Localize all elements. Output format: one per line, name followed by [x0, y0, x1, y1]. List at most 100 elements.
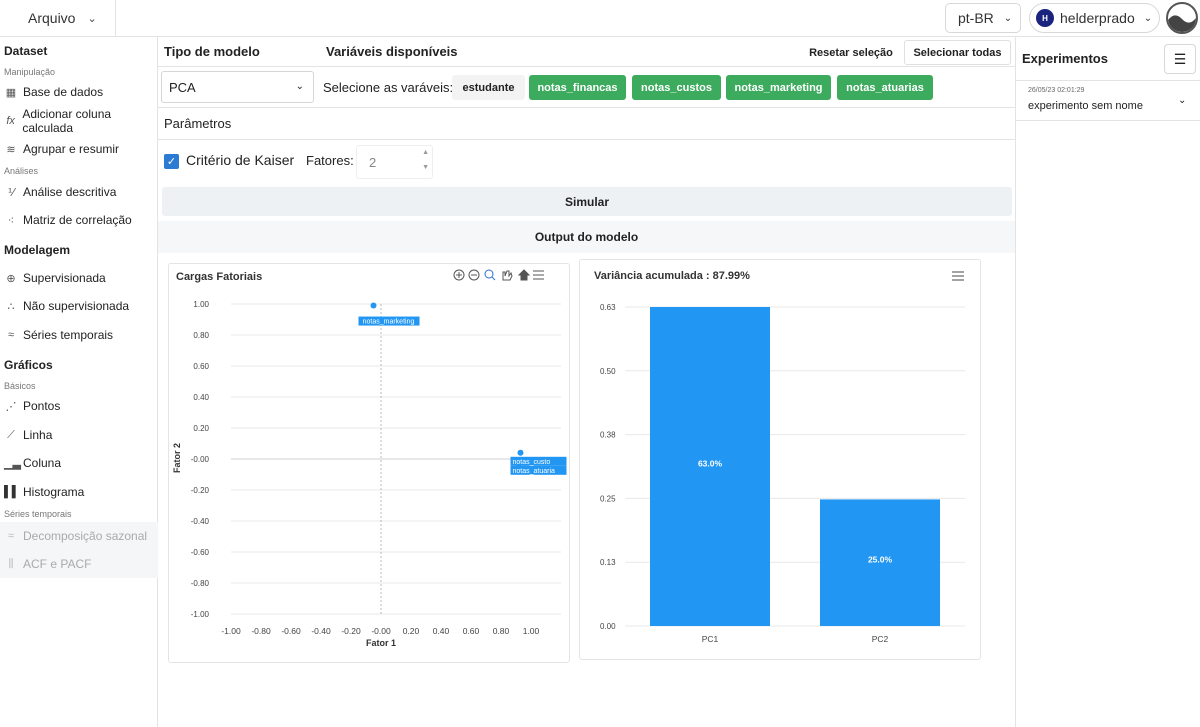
select-all-button[interactable]: Selecionar todas: [904, 40, 1011, 65]
histogram-icon: ▌▌: [4, 486, 20, 498]
spin-up-icon[interactable]: ▲: [422, 149, 429, 156]
sidebar-item-linha[interactable]: ⟋ Linha: [0, 424, 158, 446]
menu-icon[interactable]: [952, 271, 964, 281]
sidebar-item-series-temporais[interactable]: ≈ Séries temporais: [0, 324, 158, 346]
experiments-panel: Experimentos ☰ 26/05/23 02:01:29 experim…: [1015, 37, 1200, 727]
variance-chart-card: Variância acumulada : 87.99% 0.63 0.50 0.3…: [579, 259, 981, 660]
y-tick-label: 0.00: [600, 622, 616, 631]
variable-chip-notas-atuarias[interactable]: notas_atuarias: [837, 75, 933, 100]
x-tick-label: 0.60: [463, 626, 480, 636]
zoom-in-icon[interactable]: [453, 269, 465, 281]
loadings-chart-card: Cargas Fatoriais 1.00 0.80 0.60 0.40 0.20 -0.…: [168, 263, 570, 663]
line-chart-icon: ⟋: [7, 428, 15, 441]
spin-down-icon[interactable]: ▼: [422, 164, 429, 171]
experiments-menu-button[interactable]: ☰: [1164, 44, 1196, 74]
wave-logo-icon: [1168, 15, 1196, 32]
model-type-heading: Tipo de modelo: [164, 44, 260, 59]
home-icon[interactable]: [517, 269, 531, 281]
pan-hand-icon[interactable]: [502, 270, 513, 281]
point-label: notas_marketing: [363, 319, 415, 326]
reset-selection-button[interactable]: Resetar seleção: [809, 46, 893, 59]
kaiser-checkbox[interactable]: ✓: [164, 154, 179, 169]
layers-icon: ≋: [6, 143, 16, 156]
data-point[interactable]: [370, 302, 377, 309]
sidebar-group-analises: Análises: [4, 166, 39, 176]
variables-heading: Variáveis disponíveis: [326, 44, 458, 59]
sidebar-item-histograma[interactable]: ▌▌ Histograma: [0, 481, 158, 503]
zoom-out-icon[interactable]: [468, 269, 480, 281]
x-tick-label: PC1: [702, 634, 719, 644]
divider: [1016, 80, 1200, 81]
point-label-bg: [510, 465, 567, 475]
zoom-select-icon[interactable]: [484, 269, 494, 279]
chevron-down-icon: ⌄: [1143, 12, 1153, 24]
model-config-row: PCA ⌄ Selecione as varáveis: estudante n…: [158, 67, 1015, 108]
bar-data-label: 63.0%: [698, 459, 723, 469]
top-bar: Arquivo ⌄ pt-BR ⌄ H helderprado ⌄: [0, 0, 1200, 37]
variable-chip-notas-marketing[interactable]: notas_marketing: [726, 75, 831, 100]
data-point[interactable]: [517, 449, 524, 456]
sidebar-header-dataset: Dataset: [4, 44, 48, 58]
variable-chip-estudante[interactable]: estudante: [452, 75, 525, 100]
sidebar-item-label: Matriz de correlação: [23, 213, 132, 227]
sidebar-item-analise-descritiva[interactable]: ⅟ Análise descritiva: [0, 181, 158, 203]
chart-toolbar: [453, 269, 544, 281]
sidebar-item-nao-supervisionada[interactable]: ∴ Não supervisionada: [0, 295, 158, 317]
kaiser-row: ✓ Critério de Kaiser Fatores: 2 ▲ ▼: [158, 140, 1015, 182]
function-icon: fx: [6, 115, 15, 127]
sidebar-item-matriz-correlacao[interactable]: ⁖ Matriz de correlação: [0, 209, 158, 231]
sidebar-item-acf-pacf[interactable]: ⫼ ACF e PACF: [0, 550, 158, 578]
point-label: notas_atuaria: [513, 468, 556, 475]
chevron-down-icon: ⌄: [1178, 95, 1187, 106]
factors-input[interactable]: 2 ▲ ▼: [356, 145, 433, 179]
sidebar-item-coluna[interactable]: ▁▃ Coluna: [0, 452, 158, 474]
variable-chip-notas-custos[interactable]: notas_custos: [632, 75, 721, 100]
sidebar-item-decomposicao[interactable]: ≈ Decomposição sazonal: [0, 522, 158, 550]
avatar: H: [1036, 9, 1054, 27]
experiment-name: experimento sem nome: [1028, 100, 1143, 112]
bar-data-label: 25.0%: [868, 555, 893, 565]
y-tick-label: -0.00: [191, 455, 210, 464]
sidebar-item-adicionar-coluna[interactable]: fx Adicionar coluna calculada: [0, 107, 158, 135]
sidebar-item-base-dados[interactable]: ▦ Base de dados: [0, 81, 158, 103]
sidebar-item-supervisionada[interactable]: ⊕ Supervisionada: [0, 267, 158, 289]
app-logo: [1166, 2, 1198, 34]
y-tick-label: 0.50: [600, 367, 616, 376]
bar[interactable]: [820, 499, 940, 626]
loadings-chart-title: Cargas Fatoriais: [176, 271, 263, 283]
file-menu-label: Arquivo: [28, 10, 76, 26]
sidebar-item-label: Pontos: [23, 399, 61, 413]
scatter-points: notas_marketing notas_custo notas_atuaria: [358, 302, 567, 475]
y-tick-label: -1.00: [191, 610, 210, 619]
sidebar-item-label: Linha: [23, 428, 53, 442]
model-type-select[interactable]: PCA ⌄: [161, 71, 314, 103]
bar[interactable]: [650, 307, 770, 626]
sidebar-item-agrupar[interactable]: ≋ Agrupar e resumir: [0, 138, 158, 160]
sidebar-item-label: Análise descritiva: [23, 185, 117, 199]
brain-icon: ⊕: [6, 272, 16, 285]
x-tick-label: PC2: [872, 634, 889, 644]
experiments-title: Experimentos: [1022, 51, 1108, 66]
experiment-item[interactable]: 26/05/23 02:01:29 experimento sem nome ⌄: [1016, 81, 1200, 121]
sidebar-item-label: Adicionar coluna calculada: [22, 107, 112, 135]
sidebar-item-pontos[interactable]: ⋰ Pontos: [0, 395, 158, 417]
timeseries-icon: ≈: [7, 329, 15, 341]
sidebar-item-label: Séries temporais: [23, 328, 114, 342]
factors-value: 2: [369, 154, 377, 170]
sidebar-item-label: Supervisionada: [23, 271, 106, 285]
model-type-value: PCA: [169, 79, 196, 95]
y-tick-label: -0.80: [191, 579, 210, 588]
y-tick-label: -0.40: [191, 517, 210, 526]
x-tick-label: -0.20: [341, 626, 361, 636]
loadings-chart: 1.00 0.80 0.60 0.40 0.20 -0.00 -0.20 -0.40 -0.60…: [172, 269, 567, 648]
y-tick-label: 0.60: [193, 362, 209, 371]
variable-chip-notas-financas[interactable]: notas_financas: [529, 75, 626, 100]
x-tick-label: -0.60: [281, 626, 301, 636]
kaiser-label: Critério de Kaiser: [186, 152, 295, 168]
language-selector[interactable]: pt-BR ⌄: [945, 3, 1021, 33]
simulate-button[interactable]: Simular: [162, 187, 1012, 216]
file-menu[interactable]: Arquivo ⌄: [0, 0, 116, 36]
chevron-down-icon: ⌄: [87, 12, 97, 25]
user-menu[interactable]: H helderprado ⌄: [1029, 3, 1160, 33]
sidebar-item-label: Agrupar e resumir: [23, 142, 120, 156]
